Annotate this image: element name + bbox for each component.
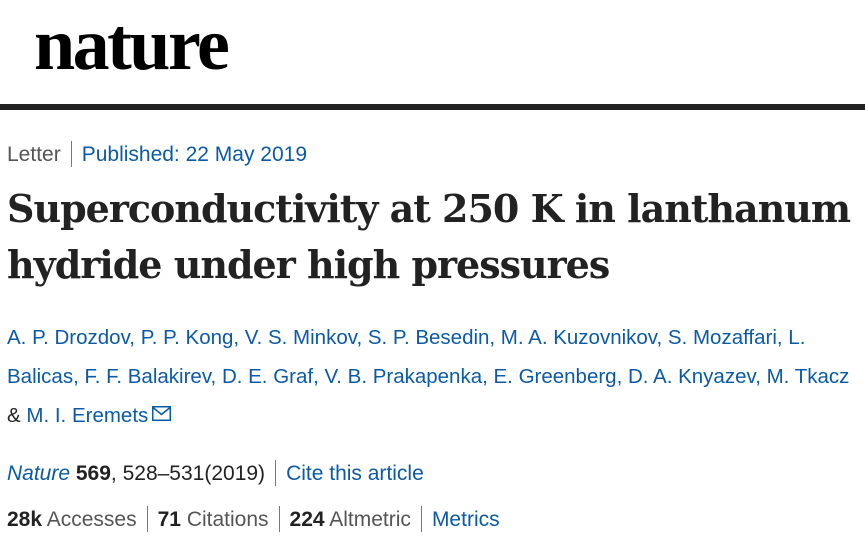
mail-icon[interactable]: [152, 406, 172, 421]
corresponding-author-link[interactable]: M. I. Eremets: [26, 404, 149, 427]
metrics-separator: [146, 506, 148, 532]
metrics-separator: [420, 506, 422, 532]
cite-this-article-link[interactable]: Cite this article: [286, 462, 424, 485]
metrics-link[interactable]: Metrics: [431, 508, 500, 531]
article-title: Superconductivity at 250 K in lanthanum …: [7, 186, 851, 287]
citations-value: 71: [157, 508, 181, 531]
altmetric-value: 224: [289, 508, 325, 531]
journal-name-link[interactable]: Nature: [7, 462, 71, 485]
author-ampersand: &: [7, 404, 21, 427]
volume-number: 569: [75, 462, 111, 485]
citation-separator: [275, 460, 277, 486]
author-links[interactable]: A. P. Drozdov, P. P. Kong, V. S. Minkov,…: [7, 326, 850, 388]
accesses-value: 28k: [7, 508, 43, 531]
author-list: A. P. Drozdov, P. P. Kong, V. S. Minkov,…: [7, 318, 857, 435]
metrics-separator: [278, 506, 280, 532]
article-meta: Letter Published: 22 May 2019: [7, 141, 307, 169]
altmetric-label: Altmetric: [329, 508, 411, 531]
citation-row: Nature 569, 528–531(2019) Cite this artic…: [7, 460, 424, 488]
article-type: Letter: [7, 143, 61, 166]
pages-year: , 528–531(2019): [110, 462, 266, 485]
site-header: nature: [0, 0, 865, 104]
header-divider: [0, 104, 865, 110]
accesses-label: Accesses: [46, 508, 137, 531]
citations-label: Citations: [186, 508, 269, 531]
meta-separator: [70, 141, 72, 167]
metrics-row: 28k Accesses 71 Citations 224 Altmetric Met…: [7, 506, 500, 534]
published-date: Published: 22 May 2019: [81, 143, 308, 166]
nature-logo[interactable]: nature: [34, 4, 230, 86]
